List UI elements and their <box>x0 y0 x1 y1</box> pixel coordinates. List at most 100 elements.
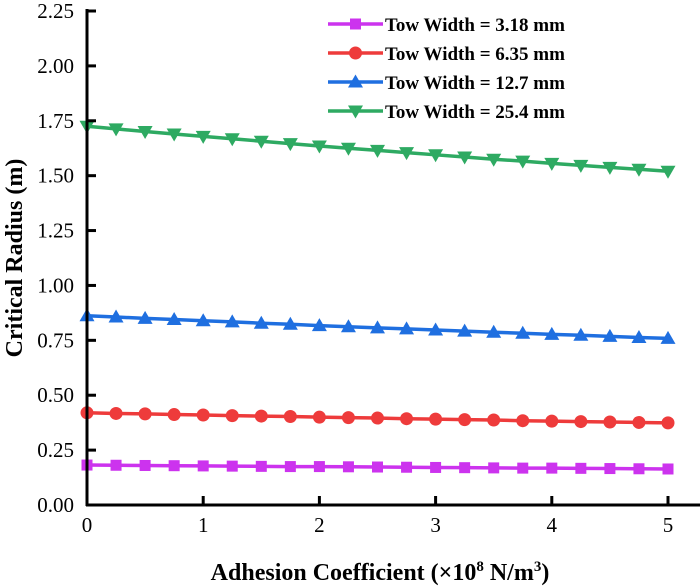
data-point <box>340 319 356 333</box>
data-point <box>631 329 647 343</box>
data-point <box>602 161 618 175</box>
data-point <box>109 406 123 420</box>
data-point <box>603 415 617 429</box>
data-point <box>633 463 645 475</box>
data-point <box>138 407 152 421</box>
data-point <box>371 411 384 425</box>
data-point <box>110 459 122 471</box>
x-tick-label: 3 <box>430 513 441 537</box>
data-point <box>253 315 269 329</box>
data-point <box>226 460 238 472</box>
data-point <box>340 142 356 156</box>
x-axis-title-end: ) <box>541 560 549 586</box>
data-point <box>660 330 676 344</box>
data-point <box>399 147 415 161</box>
series-3 <box>79 308 676 344</box>
data-point <box>429 412 443 426</box>
x-tick-label: 4 <box>547 513 558 537</box>
data-point <box>515 325 531 339</box>
legend-marker <box>349 46 362 60</box>
data-point <box>632 415 646 429</box>
series-2 <box>80 406 675 430</box>
legend-item: Tow Width = 6.35 mm <box>328 44 565 65</box>
data-point <box>604 463 616 475</box>
data-point <box>486 324 502 338</box>
data-point <box>342 461 354 473</box>
data-point <box>430 461 442 473</box>
data-point <box>488 462 500 474</box>
y-tick-label: 1.50 <box>37 164 74 188</box>
data-point <box>224 314 240 328</box>
data-point <box>573 159 589 173</box>
x-tick-label: 0 <box>82 513 93 537</box>
data-point <box>516 414 530 428</box>
y-ticks: 0.00 0.25 0.50 0.75 1.00 1.25 1.50 1.75 2.00 2.25 <box>37 0 96 517</box>
data-point <box>108 123 124 137</box>
data-point <box>166 311 182 325</box>
x-axis-title-mid: N/m <box>484 560 534 586</box>
y-tick-label: 1.00 <box>37 273 74 297</box>
y-tick-label: 0.25 <box>37 438 74 462</box>
y-tick-label: 1.25 <box>37 219 74 243</box>
data-point <box>168 460 180 472</box>
data-point <box>372 461 383 473</box>
data-point <box>137 126 153 140</box>
data-point <box>458 413 472 427</box>
legend-item: Tow Width = 3.18 mm <box>328 15 565 36</box>
legend-label: Tow Width = 25.4 mm <box>385 102 565 123</box>
data-point <box>546 462 558 474</box>
data-point <box>195 130 211 144</box>
x-axis-title-main: Adhesion Coefficient (×10 <box>211 560 477 586</box>
axes <box>85 9 700 507</box>
data-point <box>459 462 471 474</box>
data-point <box>631 163 647 177</box>
y-tick-label: 0.75 <box>37 328 74 352</box>
y-tick-label: 0.00 <box>37 493 74 517</box>
legend-label: Tow Width = 3.18 mm <box>385 15 565 36</box>
data-point <box>313 461 325 473</box>
y-tick-label: 2.00 <box>37 54 74 78</box>
legend-label: Tow Width = 12.7 mm <box>385 73 565 94</box>
legend-label: Tow Width = 6.35 mm <box>385 44 565 65</box>
legend-marker <box>348 74 363 88</box>
x-tick-label: 5 <box>663 513 674 537</box>
data-point <box>225 409 239 423</box>
data-point <box>282 138 298 152</box>
data-point <box>544 326 560 340</box>
series-layer <box>79 120 676 475</box>
y-axis-title: Critical Radius (m) <box>2 159 28 358</box>
y-tick-label: 1.75 <box>37 109 74 133</box>
legend-item: Tow Width = 25.4 mm <box>328 102 565 123</box>
data-point <box>660 165 676 179</box>
data-point <box>254 409 268 423</box>
data-point <box>137 310 153 324</box>
data-point <box>341 411 355 425</box>
data-point <box>197 460 209 472</box>
data-point <box>284 461 296 473</box>
x-axis-title-sup2: 3 <box>534 559 542 575</box>
data-point <box>312 410 326 424</box>
y-tick-label: 0.50 <box>37 383 74 407</box>
data-point <box>108 309 124 323</box>
x-axis-title-sup1: 8 <box>476 559 484 575</box>
data-point <box>195 313 211 327</box>
data-point <box>399 321 415 335</box>
data-point <box>311 140 327 154</box>
data-point <box>486 153 502 167</box>
data-point <box>428 149 444 163</box>
y-tick-label: 2.25 <box>37 0 74 23</box>
data-point <box>517 462 529 474</box>
data-point <box>400 412 414 426</box>
data-point <box>370 320 385 334</box>
data-point <box>602 328 618 342</box>
x-tick-label: 1 <box>198 513 209 537</box>
data-point <box>661 416 675 430</box>
data-point <box>283 410 297 424</box>
series-4 <box>79 120 676 179</box>
data-point <box>487 413 501 427</box>
x-ticks: 0 1 2 3 4 5 <box>82 496 674 537</box>
data-point <box>196 408 210 422</box>
data-point <box>544 157 560 171</box>
x-tick-label: 2 <box>314 513 325 537</box>
data-point <box>662 463 674 475</box>
